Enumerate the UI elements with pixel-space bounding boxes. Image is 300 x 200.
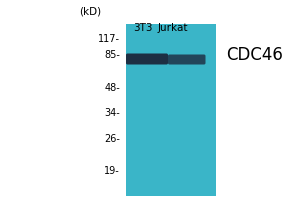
Text: 117-: 117-: [98, 34, 120, 44]
FancyBboxPatch shape: [168, 54, 206, 64]
Text: CDC46: CDC46: [226, 46, 284, 64]
Text: 34-: 34-: [104, 108, 120, 118]
Text: 19-: 19-: [104, 166, 120, 176]
Text: 48-: 48-: [104, 83, 120, 93]
Text: (kD): (kD): [79, 7, 101, 17]
Text: 85-: 85-: [104, 50, 120, 60]
Text: 3T3: 3T3: [133, 23, 152, 33]
FancyBboxPatch shape: [126, 53, 168, 64]
Text: 26-: 26-: [104, 134, 120, 144]
Text: Jurkat: Jurkat: [157, 23, 188, 33]
Bar: [126, 24, 216, 196]
